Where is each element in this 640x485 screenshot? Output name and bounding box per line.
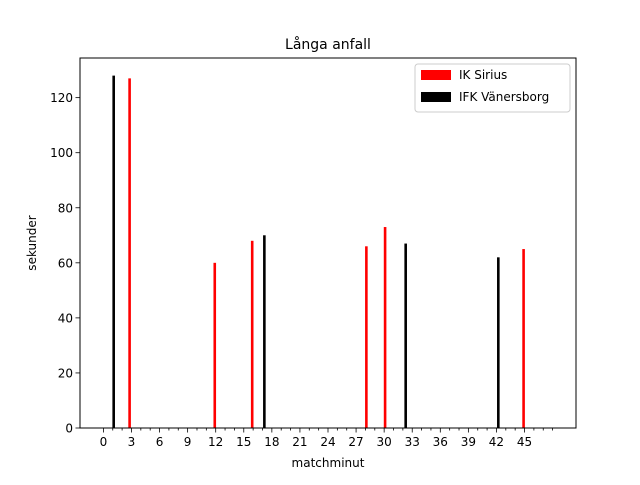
legend: IK Sirius IFK Vänersborg bbox=[414, 63, 571, 113]
x-tick-label-12: 36 bbox=[433, 435, 448, 449]
x-tick-label-14: 42 bbox=[489, 435, 504, 449]
y-tick-label-5: 100 bbox=[50, 146, 73, 160]
bar-ik-sirius-5 bbox=[522, 249, 525, 428]
bar-ifk-v-nersborg-0 bbox=[112, 75, 115, 429]
legend-box bbox=[414, 63, 571, 113]
x-tick-label-9: 27 bbox=[348, 435, 363, 449]
bars-layer bbox=[112, 75, 525, 429]
bar-ifk-v-nersborg-3 bbox=[497, 257, 500, 428]
x-axis-label: matchminut bbox=[292, 456, 365, 470]
x-tick-label-1: 3 bbox=[128, 435, 136, 449]
x-tick-label-3: 9 bbox=[184, 435, 192, 449]
bar-ik-sirius-3 bbox=[365, 246, 368, 428]
bar-ifk-v-nersborg-1 bbox=[263, 235, 266, 428]
x-tick-label-13: 39 bbox=[461, 435, 476, 449]
y-tick-label-3: 60 bbox=[58, 256, 73, 270]
y-tick-label-0: 0 bbox=[65, 422, 73, 436]
bar-ik-sirius-1 bbox=[213, 262, 217, 428]
bar-ik-sirius-0 bbox=[128, 78, 131, 429]
x-tick-label-2: 6 bbox=[156, 435, 164, 449]
legend-swatch-ifk-vanersborg bbox=[421, 92, 451, 102]
chart-title: Långa anfall bbox=[285, 36, 371, 53]
y-tick-label-4: 80 bbox=[58, 201, 73, 215]
plot-frame bbox=[79, 57, 577, 429]
x-tick-label-15: 45 bbox=[517, 435, 532, 449]
legend-label-ik-sirius: IK Sirius bbox=[459, 68, 507, 82]
x-tick-label-8: 24 bbox=[320, 435, 335, 449]
x-tick-label-5: 15 bbox=[236, 435, 251, 449]
x-tick-label-0: 0 bbox=[100, 435, 108, 449]
legend-swatch-ik-sirius bbox=[421, 70, 451, 80]
bar-ik-sirius-4 bbox=[383, 227, 387, 428]
x-axis-ticks: 0 3 6 9 12 15 18 21 24 27 30 33 36 39 42 45 bbox=[100, 428, 554, 449]
x-tick-label-7: 21 bbox=[292, 435, 307, 449]
y-axis-ticks: 0 20 40 60 80 100 120 bbox=[50, 91, 80, 436]
x-tick-label-10: 30 bbox=[377, 435, 392, 449]
y-tick-label-2: 40 bbox=[58, 311, 73, 325]
x-tick-label-6: 18 bbox=[264, 435, 279, 449]
y-tick-label-1: 20 bbox=[58, 366, 73, 380]
legend-label-ifk-vanersborg: IFK Vänersborg bbox=[459, 90, 549, 104]
bar-ifk-v-nersborg-2 bbox=[404, 243, 407, 428]
y-axis-label: sekunder bbox=[25, 215, 39, 270]
y-tick-label-6: 120 bbox=[50, 91, 73, 105]
x-tick-label-11: 33 bbox=[405, 435, 420, 449]
bar-ik-sirius-2 bbox=[250, 240, 254, 428]
x-tick-label-4: 12 bbox=[208, 435, 223, 449]
